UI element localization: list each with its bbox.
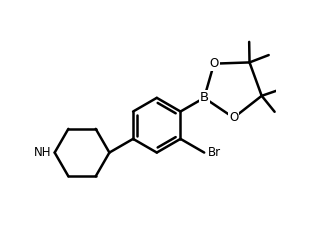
Text: O: O <box>209 57 219 70</box>
Text: O: O <box>229 111 238 124</box>
Text: B: B <box>200 91 209 104</box>
Text: Br: Br <box>208 146 221 159</box>
Text: NH: NH <box>33 146 51 159</box>
